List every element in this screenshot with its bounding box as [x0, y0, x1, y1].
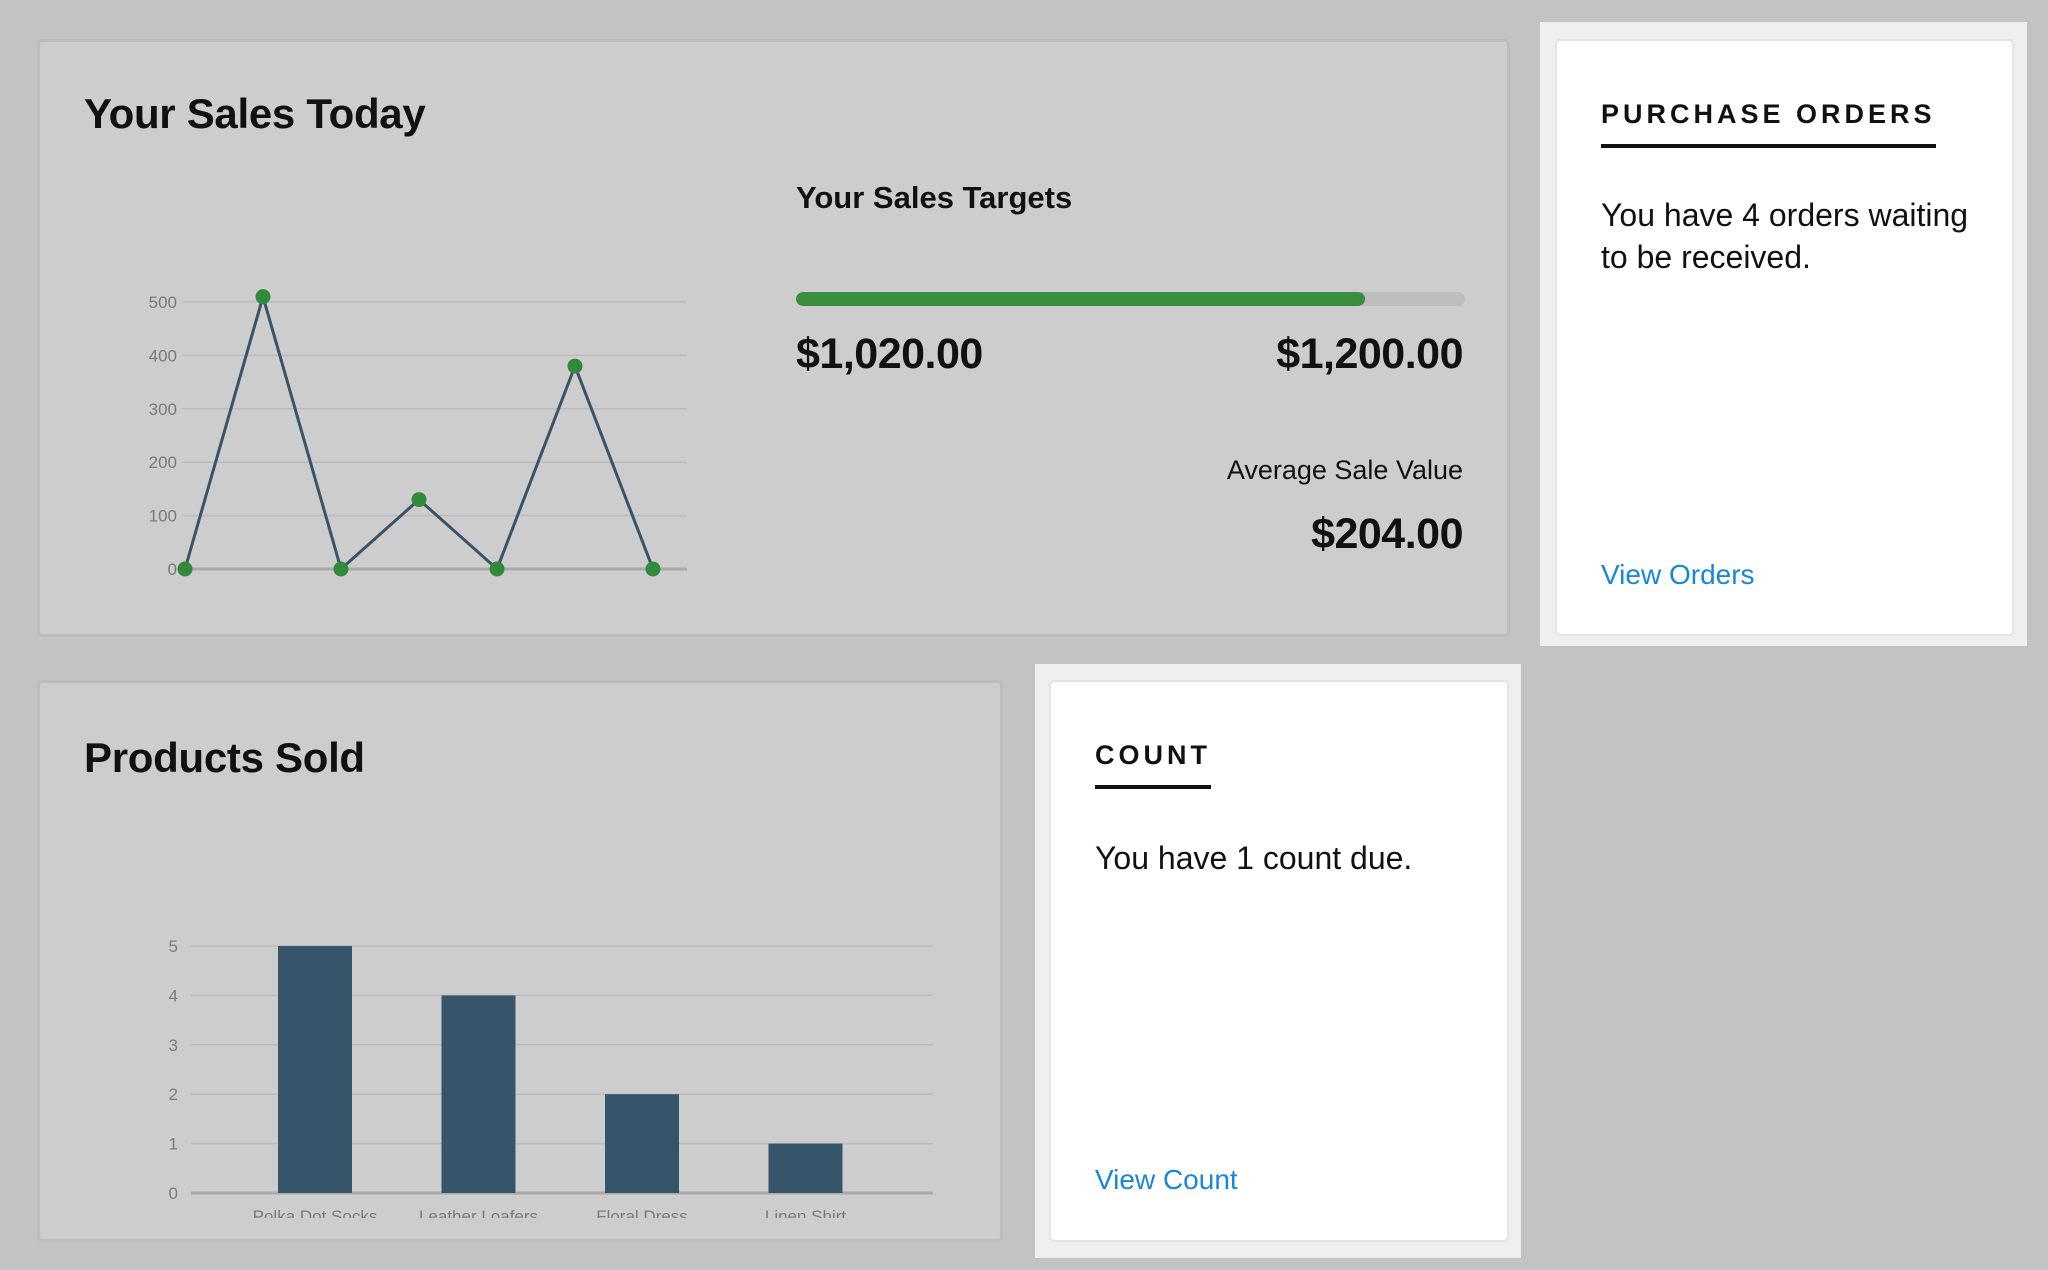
products-sold-bar-chart: 0 1 2 3 4 5 Polka Dot Socks Leather Loafers Flor… [169, 937, 933, 1218]
sales-data-point [333, 561, 349, 577]
y-tick-label: 2 [169, 1085, 178, 1104]
sales-targets-title: Your Sales Targets [796, 180, 1073, 215]
x-tick-label: Linen Shirt [765, 1207, 847, 1218]
products-sold-title: Products Sold [84, 734, 365, 781]
x-tick-label: 12pm [554, 601, 597, 602]
x-tick-label: 8am [246, 601, 279, 602]
y-tick-label: 400 [149, 346, 177, 365]
x-tick-label: Polka Dot Socks [253, 1207, 378, 1218]
product-bar [441, 995, 516, 1193]
sales-data-point [489, 561, 505, 577]
count-card: COUNT You have 1 count due. View Count [1049, 680, 1509, 1242]
x-tick-label: Floral Dress [596, 1207, 688, 1218]
y-tick-label: 3 [169, 1036, 178, 1055]
hourly-sales-line-chart: 0 100 200 300 400 500 7am 8am 9am 10am 11am 12pm 1pm [149, 289, 687, 602]
sales-data-point [567, 358, 583, 374]
product-bar [768, 1143, 843, 1193]
sales-data-point [177, 561, 193, 577]
average-sale-value: $204.00 [1311, 510, 1463, 558]
x-tick-label: Leather Loafers [419, 1207, 538, 1218]
sales-target-progress-bar [796, 292, 1465, 306]
count-message: You have 1 count due. [1095, 840, 1413, 876]
y-tick-label: 4 [169, 986, 178, 1005]
x-tick-label: 11am [476, 601, 517, 602]
y-tick-label: 100 [149, 507, 177, 526]
sales-data-point [411, 492, 427, 508]
view-orders-link[interactable]: View Orders [1601, 559, 1755, 590]
product-bar [605, 1094, 679, 1193]
y-tick-label: 0 [168, 560, 177, 579]
purchase-orders-message: You have 4 orders waiting to be received… [1601, 197, 1969, 275]
x-tick-label: 7am [168, 601, 201, 602]
count-heading: COUNT [1095, 740, 1211, 789]
purchase-orders-card: PURCHASE ORDERS You have 4 orders waitin… [1555, 39, 2014, 636]
y-tick-label: 200 [149, 453, 177, 472]
y-tick-label: 0 [169, 1184, 178, 1203]
products-sold-card: Products Sold 0 1 2 3 4 5 Polka Dot Socks Leath… [37, 680, 1003, 1242]
average-sale-label: Average Sale Value [1226, 455, 1463, 485]
y-tick-label: 500 [149, 293, 177, 312]
y-tick-label: 5 [169, 937, 178, 956]
sales-target-progress-fill [796, 292, 1365, 306]
sales-series-line [183, 291, 655, 572]
x-tick-label: 10am [398, 601, 441, 602]
y-tick-label: 1 [169, 1135, 178, 1154]
purchase-orders-heading: PURCHASE ORDERS [1601, 99, 1936, 148]
y-tick-label: 300 [149, 400, 177, 419]
sales-today-title: Your Sales Today [84, 90, 426, 137]
sales-current-value: $1,020.00 [796, 330, 983, 378]
sales-target-value: $1,200.00 [1276, 330, 1463, 378]
x-tick-label: 9am [324, 601, 357, 602]
sales-today-card: Your Sales Today 0 100 200 300 400 500 7am 8am 9… [37, 39, 1510, 637]
view-count-link[interactable]: View Count [1095, 1164, 1238, 1195]
sales-data-point [645, 561, 661, 577]
product-bar [278, 946, 352, 1193]
sales-data-point [255, 289, 271, 305]
x-tick-label: 1pm [636, 601, 669, 602]
